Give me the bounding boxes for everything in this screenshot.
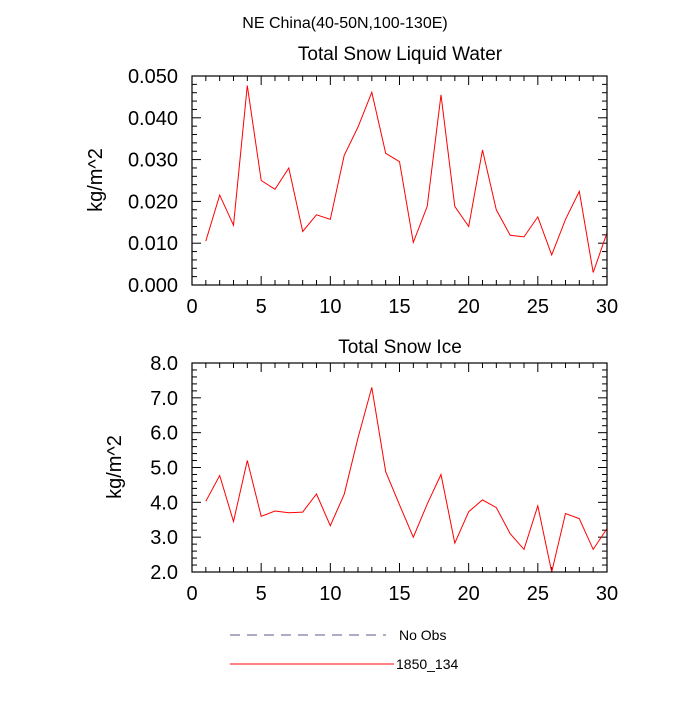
legend-label-no-obs: No Obs: [399, 627, 446, 643]
y-tick-label-snow-liquid-water: 0.040: [128, 108, 178, 130]
chart-panel-snow-ice: Total Snow Ice kg/m^2 0 5 10 15 20 25 30 2.0 3.0…: [104, 337, 618, 605]
x-tick-label-snow-liquid-water: 5: [256, 296, 267, 318]
plot-frame-snow-ice: [191, 362, 608, 573]
figure-suptitle: NE China(40-50N,100-130E): [242, 15, 447, 32]
plot-frame-snow-liquid-water: [191, 75, 608, 286]
x-tick-label-snow-liquid-water: 20: [458, 296, 480, 318]
x-tick-label-snow-ice: 30: [596, 583, 618, 605]
x-tick-label-snow-ice: 25: [527, 583, 549, 605]
legend: No Obs 1850_134: [230, 627, 459, 672]
legend-label-1850-134: 1850_134: [396, 656, 459, 672]
x-tick-label-snow-liquid-water: 30: [596, 296, 618, 318]
x-tick-label-snow-ice: 5: [256, 583, 267, 605]
x-tick-label-snow-liquid-water: 15: [388, 296, 410, 318]
y-tick-label-snow-liquid-water: 0.000: [128, 275, 178, 297]
x-tick-label-snow-liquid-water: 0: [186, 296, 197, 318]
y-tick-label-snow-ice: 4.0: [150, 492, 178, 514]
series-line-snow-ice-0: [205, 387, 608, 573]
chart-panel-snow-liquid-water: Total Snow Liquid Water kg/m^2 0 5 10 15 20 2…: [85, 44, 618, 318]
x-tick-label-snow-ice: 20: [458, 583, 480, 605]
y-tick-label-snow-liquid-water: 0.020: [128, 191, 178, 213]
y-tick-label-snow-liquid-water: 0.010: [128, 233, 178, 255]
x-tick-label-snow-liquid-water: 25: [527, 296, 549, 318]
series-line-snow-liquid-water-0: [205, 85, 608, 273]
x-tick-label-snow-ice: 0: [186, 583, 197, 605]
plot-area-snow-liquid-water: 0 5 10 15 20 25 30 0.000 0.010 0.020 0.030 0.040 0.0…: [128, 66, 618, 318]
y-tick-label-snow-ice: 8.0: [150, 353, 178, 375]
y-axis-label-snow-ice: kg/m^2: [104, 435, 126, 499]
y-tick-label-snow-ice: 3.0: [150, 527, 178, 549]
y-tick-label-snow-liquid-water: 0.030: [128, 150, 178, 172]
chart-title-snow-liquid-water: Total Snow Liquid Water: [298, 44, 503, 65]
y-tick-label-snow-liquid-water: 0.050: [128, 66, 178, 88]
x-tick-label-snow-liquid-water: 10: [319, 296, 341, 318]
chart-title-snow-ice: Total Snow Ice: [338, 337, 462, 358]
x-tick-label-snow-ice: 10: [319, 583, 341, 605]
plot-area-snow-ice: 0 5 10 15 20 25 30 2.0 3.0 4.0 5.0 6.0 7.0 8.0: [150, 353, 618, 605]
y-tick-label-snow-ice: 6.0: [150, 423, 178, 445]
y-axis-label-snow-liquid-water: kg/m^2: [85, 148, 107, 212]
y-tick-label-snow-ice: 7.0: [150, 388, 178, 410]
x-tick-label-snow-ice: 15: [388, 583, 410, 605]
y-tick-label-snow-ice: 2.0: [150, 562, 178, 584]
y-tick-label-snow-ice: 5.0: [150, 458, 178, 480]
